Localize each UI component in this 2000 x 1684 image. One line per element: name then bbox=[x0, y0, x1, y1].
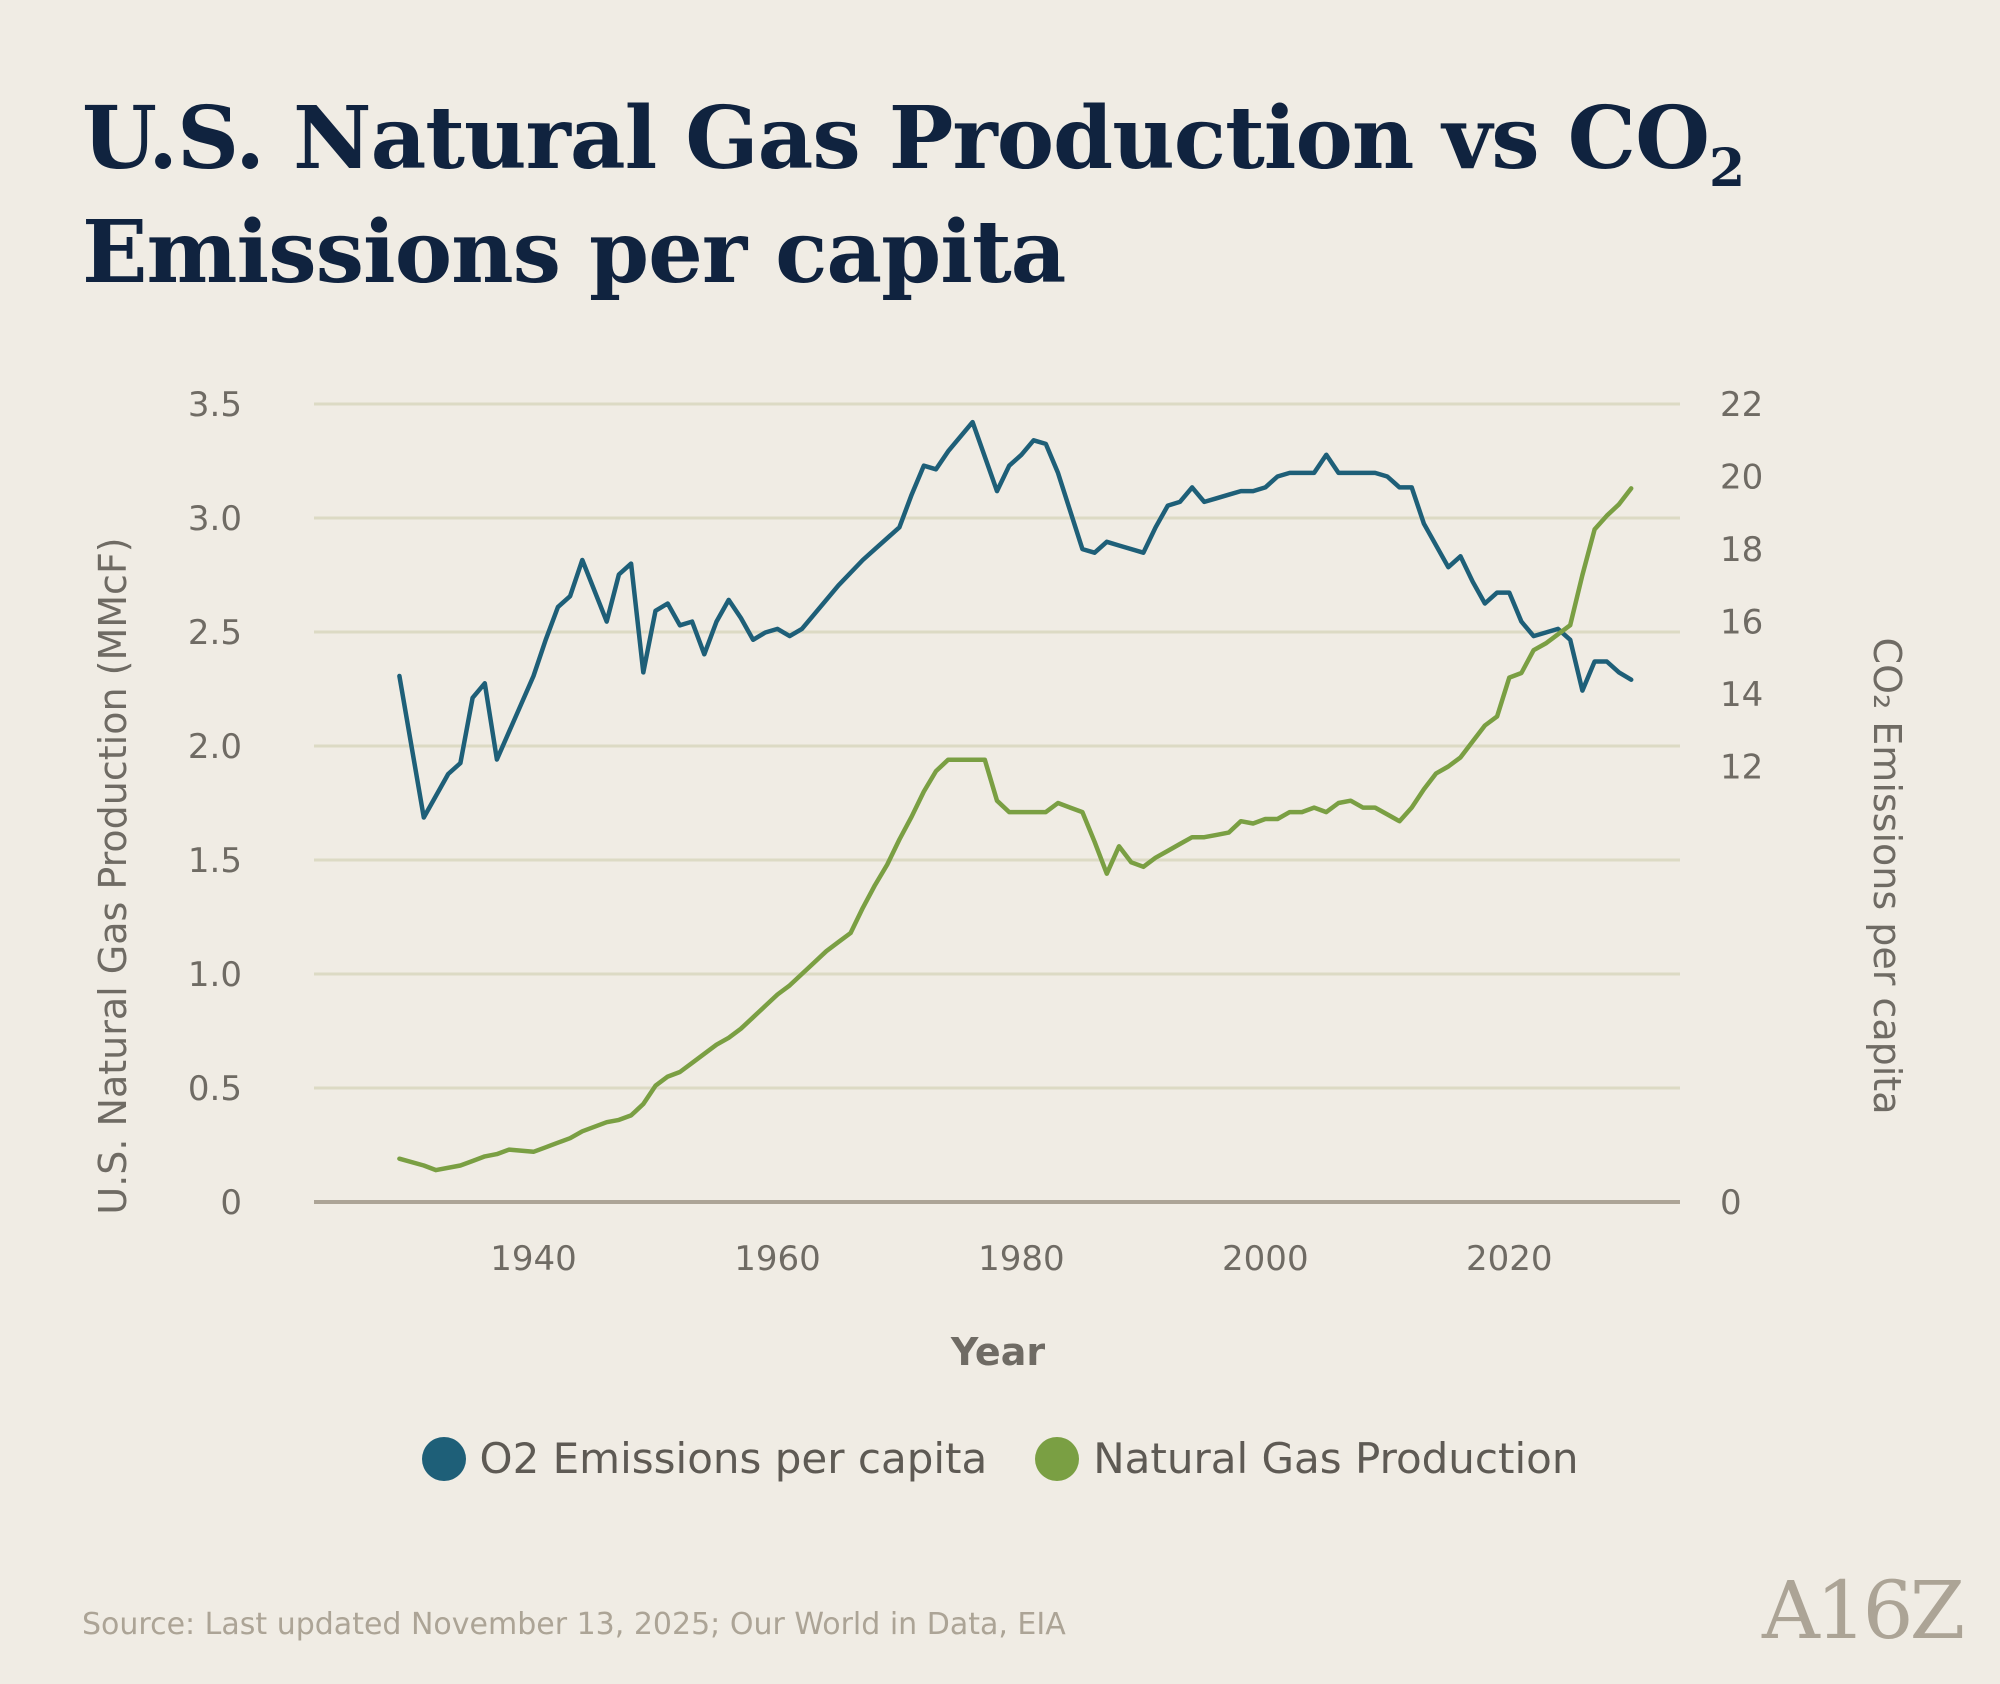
y-left-tick-label: 0 bbox=[220, 1183, 242, 1223]
y-left-tick-label: 3.0 bbox=[188, 499, 242, 539]
co2-emissions-line bbox=[397, 419, 1634, 820]
x-axis-title: Year bbox=[950, 1330, 1045, 1374]
y-left-tick-label: 3.5 bbox=[188, 385, 242, 425]
x-tick-label: 1960 bbox=[734, 1239, 821, 1279]
line-chart: 0 0.5 1.0 1.5 2.0 2.5 3.0 3.5 0 12 14 16 18 20 22 1940 1… bbox=[91, 385, 1909, 1374]
y-axis-right-title: CO₂ Emissions per capita bbox=[1865, 638, 1909, 1115]
y-left-tick-label: 2.0 bbox=[188, 727, 242, 767]
legend: O2 Emissions per capita Natural Gas Prod… bbox=[0, 1434, 2000, 1483]
axis-layer: 0 0.5 1.0 1.5 2.0 2.5 3.0 3.5 0 12 14 16 18 20 22 1940 1… bbox=[188, 385, 1763, 1279]
series-layer bbox=[397, 419, 1634, 1173]
chart-title-rest: Emissions per capita bbox=[82, 202, 1066, 303]
y-left-tick-label: 2.5 bbox=[188, 613, 242, 653]
y-left-tick-label: 1.0 bbox=[188, 955, 242, 995]
y-left-tick-label: 1.5 bbox=[188, 841, 242, 881]
legend-item-gas: Natural Gas Production bbox=[1035, 1434, 1578, 1483]
natural-gas-line bbox=[397, 486, 1634, 1173]
y-right-tick-label: 22 bbox=[1720, 385, 1763, 425]
chart-title-subscript: 2 bbox=[1709, 138, 1745, 200]
chart-title-main: U.S. Natural Gas Production vs CO bbox=[82, 88, 1710, 189]
y-right-tick-label: 18 bbox=[1720, 530, 1763, 570]
y-right-tick-label: 16 bbox=[1720, 603, 1763, 643]
y-right-tick-label: 20 bbox=[1720, 458, 1763, 498]
legend-label-co2: O2 Emissions per capita bbox=[479, 1434, 988, 1483]
a16z-logo: A16Z bbox=[1762, 1564, 1965, 1657]
source-note: Source: Last updated November 13, 2025; … bbox=[82, 1607, 1066, 1642]
legend-swatch-co2 bbox=[421, 1436, 466, 1481]
legend-label-gas: Natural Gas Production bbox=[1093, 1434, 1579, 1483]
y-right-tick-label: 12 bbox=[1720, 748, 1763, 788]
y-left-tick-label: 0.5 bbox=[188, 1069, 242, 1109]
y-right-tick-label: 14 bbox=[1720, 675, 1763, 715]
legend-swatch-gas bbox=[1035, 1436, 1080, 1481]
legend-item-co2: O2 Emissions per capita bbox=[421, 1434, 988, 1483]
x-tick-label: 1980 bbox=[978, 1239, 1065, 1279]
x-tick-label: 2020 bbox=[1466, 1239, 1553, 1279]
y-right-tick-label: 0 bbox=[1720, 1183, 1742, 1223]
y-axis-left-title: U.S. Natural Gas Production (MMcF) bbox=[91, 537, 135, 1214]
x-tick-label: 2000 bbox=[1222, 1239, 1309, 1279]
x-tick-label: 1940 bbox=[490, 1239, 577, 1279]
chart-title: U.S. Natural Gas Production vs CO2 Emiss… bbox=[82, 82, 1922, 310]
grid-layer bbox=[314, 402, 1680, 1090]
